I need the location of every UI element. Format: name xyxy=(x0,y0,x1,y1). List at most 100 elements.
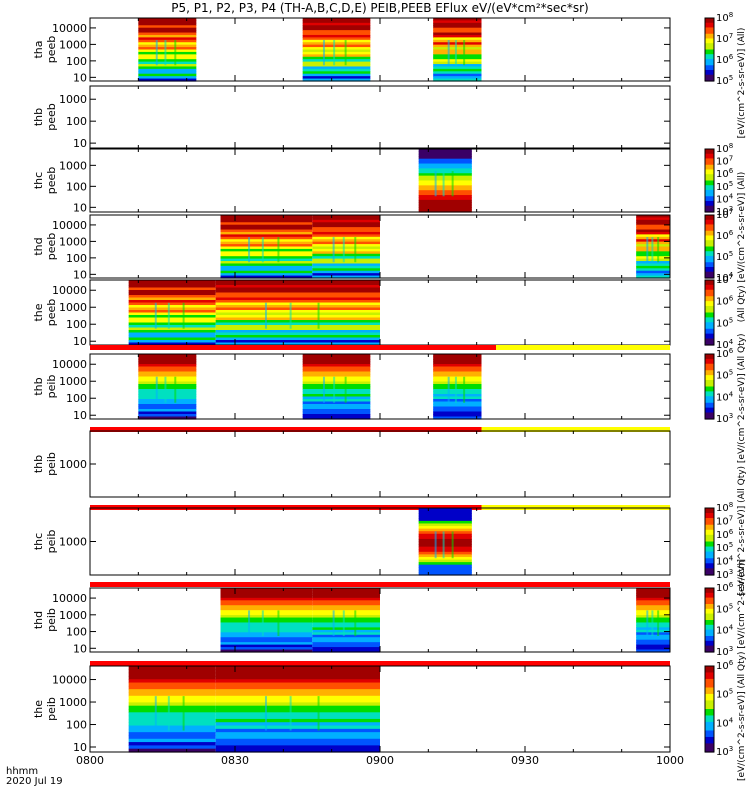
spectrogram-block xyxy=(128,280,216,346)
variation-streak xyxy=(167,302,170,329)
energy-band xyxy=(215,340,380,344)
energy-band xyxy=(636,234,670,238)
colorbar-tick-label: 106 xyxy=(716,295,734,308)
colorbar-step xyxy=(705,274,714,278)
energy-band xyxy=(312,634,380,638)
colorbar-step xyxy=(705,591,714,594)
spectrogram-block xyxy=(215,666,380,753)
energy-band xyxy=(418,520,472,525)
variation-streak xyxy=(451,171,454,197)
colorbar-step xyxy=(705,724,714,727)
date-caption: 2020 Jul 19 xyxy=(6,776,63,787)
colorbar-step xyxy=(705,270,714,273)
colorbar-step xyxy=(705,410,714,414)
energy-band xyxy=(138,391,197,395)
energy-band xyxy=(312,215,380,219)
colorbar-step xyxy=(705,357,714,360)
energy-band xyxy=(302,18,371,22)
energy-band xyxy=(215,675,380,680)
variation-streak xyxy=(277,237,280,263)
energy-band xyxy=(636,217,670,221)
energy-band xyxy=(302,364,371,368)
colorbar-step xyxy=(705,513,714,516)
energy-band xyxy=(312,217,380,221)
energy-band xyxy=(418,515,472,519)
energy-band xyxy=(215,735,380,740)
energy-band xyxy=(220,251,313,255)
energy-band xyxy=(433,61,482,65)
energy-band xyxy=(433,374,482,378)
energy-band xyxy=(312,275,380,279)
energy-band xyxy=(128,340,216,344)
energy-band xyxy=(312,607,380,611)
colorbar-step xyxy=(705,221,714,224)
energy-band xyxy=(220,592,313,596)
colorbar-step xyxy=(705,325,714,328)
energy-band xyxy=(418,556,472,561)
energy-band xyxy=(220,590,313,594)
energy-band xyxy=(312,592,380,596)
colorbar-step xyxy=(705,338,714,341)
colorbar-step xyxy=(705,415,714,418)
energy-band xyxy=(418,541,472,545)
energy-band xyxy=(138,73,197,77)
energy-band xyxy=(302,376,371,380)
energy-band xyxy=(138,51,197,55)
energy-band xyxy=(138,42,197,46)
x-tick-label: 0900 xyxy=(366,754,394,767)
energy-band xyxy=(312,624,380,628)
energy-band xyxy=(215,305,380,309)
colorbar-step xyxy=(705,524,714,528)
colorbar-step xyxy=(705,533,714,536)
colorbar-step xyxy=(705,713,714,717)
energy-band xyxy=(312,227,380,231)
energy-band xyxy=(215,285,380,289)
energy-band xyxy=(138,30,197,34)
energy-band xyxy=(220,600,313,604)
y-tick-label: 1000 xyxy=(59,38,87,51)
colorbar-step xyxy=(705,693,714,697)
variation-streak xyxy=(447,376,450,403)
energy-band xyxy=(138,359,197,363)
energy-band xyxy=(312,236,380,240)
energy-band xyxy=(215,679,380,684)
energy-band xyxy=(418,180,472,184)
colorbar-step xyxy=(705,402,714,405)
colorbar-title: [eV/(cm^2-s-sr-eV)] (All Qty) [eV/(cm^2-… xyxy=(737,559,747,781)
panel-label-product: peib xyxy=(45,452,58,476)
colorbar xyxy=(704,214,715,279)
colorbar-step xyxy=(705,32,714,35)
colorbar-step xyxy=(705,319,714,322)
energy-band xyxy=(302,56,371,60)
energy-band xyxy=(215,342,380,346)
energy-band xyxy=(312,649,380,653)
energy-band xyxy=(636,595,670,599)
energy-band xyxy=(138,366,197,370)
energy-band xyxy=(312,229,380,233)
energy-band xyxy=(128,312,216,316)
colorbar-step xyxy=(705,376,714,379)
colorbar-step xyxy=(705,378,714,381)
energy-band xyxy=(128,337,216,341)
energy-band xyxy=(138,37,197,41)
energy-band xyxy=(138,411,197,415)
energy-band xyxy=(220,256,313,260)
variation-streak xyxy=(454,376,457,403)
variation-streak xyxy=(333,40,336,66)
colorbar-step xyxy=(705,640,714,643)
spectrogram-block xyxy=(418,508,472,576)
energy-band xyxy=(215,709,380,713)
energy-band xyxy=(418,163,472,167)
panel-label-product: peeb xyxy=(45,103,58,131)
colorbar-step xyxy=(705,747,714,751)
variation-streak xyxy=(182,302,185,329)
colorbar-step xyxy=(705,715,714,719)
status-bar-red xyxy=(90,582,670,587)
colorbar-step xyxy=(705,193,714,196)
energy-band xyxy=(433,39,482,43)
y-tick-label: 1000 xyxy=(59,696,87,709)
panel-label-probe: thb xyxy=(32,108,45,126)
energy-band xyxy=(302,416,371,420)
colorbar-step xyxy=(705,54,714,57)
colorbar-step xyxy=(705,745,714,749)
